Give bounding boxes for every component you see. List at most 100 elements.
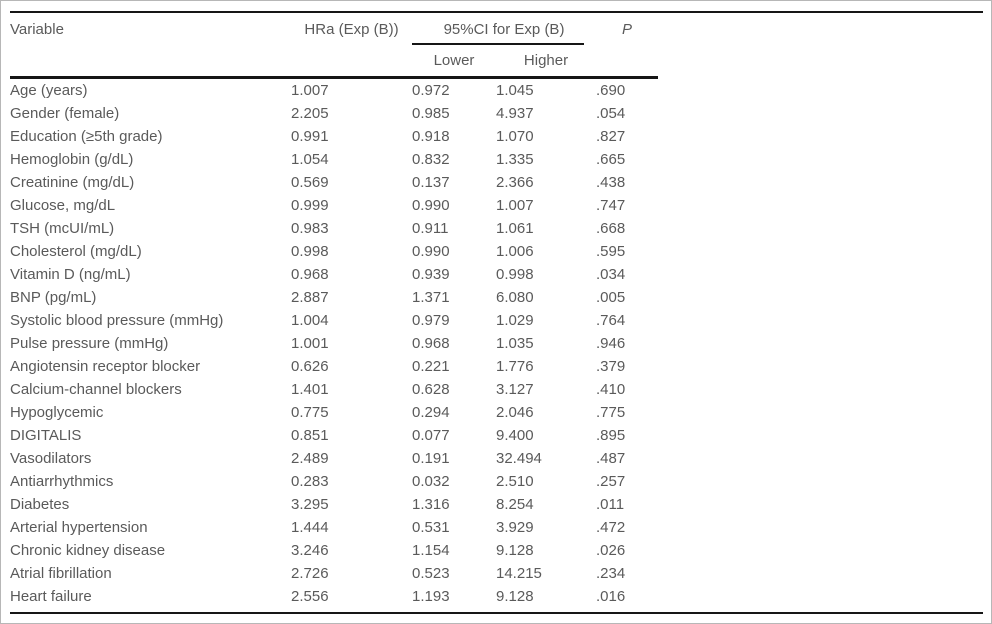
cell-ci-lower: 0.294	[412, 403, 450, 421]
cell-p: .487	[596, 449, 626, 467]
cell-ci-lower: 0.990	[412, 242, 450, 260]
cell-hr: 0.968	[291, 265, 329, 283]
cell-ci-higher: 1.776	[496, 357, 534, 375]
cell-ci-lower: 0.077	[412, 426, 450, 444]
ci-group-underline	[412, 43, 584, 45]
table-container: Variable HRa (Exp (B)) 95%CI for Exp (B)…	[10, 11, 983, 614]
cell-hr: 3.246	[291, 541, 329, 559]
header-spacer	[658, 12, 983, 45]
cell-hr: 2.887	[291, 288, 329, 306]
cell-spacer	[658, 194, 983, 217]
cell-ci-higher: 1.070	[496, 127, 534, 145]
cell-variable: Heart failure	[10, 587, 92, 605]
table-row: Atrial fibrillation 2.726 0.523 14.215 .…	[10, 562, 983, 585]
cell-p: .005	[596, 288, 626, 306]
cell-spacer	[658, 378, 983, 401]
cell-spacer	[658, 102, 983, 125]
cell-p: .595	[596, 242, 626, 260]
cell-p: .016	[596, 587, 626, 605]
cell-p: .054	[596, 104, 626, 122]
table-row: Heart failure 2.556 1.193 9.128 .016	[10, 585, 983, 613]
cell-hr: 0.569	[291, 173, 329, 191]
cell-ci-higher: 1.061	[496, 219, 534, 237]
cell-variable: Hemoglobin (g/dL)	[10, 150, 134, 168]
cell-ci-higher: 1.029	[496, 311, 534, 329]
cell-hr: 0.999	[291, 196, 329, 214]
cell-ci-lower: 0.191	[412, 449, 450, 467]
cell-ci-higher: 3.929	[496, 518, 534, 536]
cell-p: .026	[596, 541, 626, 559]
results-table: Variable HRa (Exp (B)) 95%CI for Exp (B)…	[10, 11, 983, 614]
cell-spacer	[658, 286, 983, 309]
cell-ci-higher: 3.127	[496, 380, 534, 398]
cell-variable: Vitamin D (ng/mL)	[10, 265, 131, 283]
table-row: Cholesterol (mg/dL) 0.998 0.990 1.006 .5…	[10, 240, 983, 263]
table-row: Hemoglobin (g/dL) 1.054 0.832 1.335 .665	[10, 148, 983, 171]
cell-hr: 2.205	[291, 104, 329, 122]
cell-ci-lower: 0.032	[412, 472, 450, 490]
cell-spacer	[658, 355, 983, 378]
table-row: Vitamin D (ng/mL) 0.968 0.939 0.998 .034	[10, 263, 983, 286]
cell-ci-higher: 1.007	[496, 196, 534, 214]
cell-hr: 1.444	[291, 518, 329, 536]
cell-ci-lower: 0.979	[412, 311, 450, 329]
cell-ci-higher: 32.494	[496, 449, 542, 467]
table-row: Glucose, mg/dL 0.999 0.990 1.007 .747	[10, 194, 983, 217]
cell-spacer	[658, 125, 983, 148]
table-body: Age (years) 1.007 0.972 1.045 .690 Gende…	[10, 77, 983, 613]
cell-hr: 2.489	[291, 449, 329, 467]
cell-hr: 3.295	[291, 495, 329, 513]
table-row: TSH (mcUI/mL) 0.983 0.911 1.061 .668	[10, 217, 983, 240]
cell-variable: Arterial hypertension	[10, 518, 148, 536]
cell-hr: 2.556	[291, 587, 329, 605]
subheader-spacer-right	[658, 45, 983, 77]
col-header-hr: HRa (Exp (B))	[304, 20, 399, 38]
cell-ci-higher: 9.128	[496, 541, 534, 559]
cell-p: .257	[596, 472, 626, 490]
cell-variable: DIGITALIS	[10, 426, 82, 444]
cell-p: .379	[596, 357, 626, 375]
cell-p: .775	[596, 403, 626, 421]
cell-p: .895	[596, 426, 626, 444]
subheader-spacer-p	[596, 45, 658, 79]
cell-variable: Chronic kidney disease	[10, 541, 166, 559]
cell-spacer	[658, 263, 983, 286]
cell-ci-lower: 0.221	[412, 357, 450, 375]
cell-hr: 0.998	[291, 242, 329, 260]
cell-spacer	[658, 77, 983, 102]
cell-variable: Glucose, mg/dL	[10, 196, 116, 214]
ci-group-label: 95%CI for Exp (B)	[443, 20, 565, 38]
cell-variable: Vasodilators	[10, 449, 92, 467]
subheader-spacer-hr	[291, 45, 412, 79]
cell-ci-lower: 0.985	[412, 104, 450, 122]
cell-variable: Creatinine (mg/dL)	[10, 173, 135, 191]
cell-ci-higher: 8.254	[496, 495, 534, 513]
cell-ci-higher: 6.080	[496, 288, 534, 306]
cell-ci-higher: 2.510	[496, 472, 534, 490]
col-header-variable: Variable	[10, 20, 64, 38]
table-row: DIGITALIS 0.851 0.077 9.400 .895	[10, 424, 983, 447]
cell-p: .946	[596, 334, 626, 352]
cell-hr: 0.283	[291, 472, 329, 490]
cell-ci-higher: 4.937	[496, 104, 534, 122]
cell-ci-lower: 1.154	[412, 541, 450, 559]
cell-spacer	[658, 470, 983, 493]
cell-variable: Antiarrhythmics	[10, 472, 114, 490]
cell-hr: 1.007	[291, 81, 329, 99]
table-row: Age (years) 1.007 0.972 1.045 .690	[10, 77, 983, 102]
subheader-spacer-variable	[10, 45, 291, 79]
cell-ci-higher: 2.046	[496, 403, 534, 421]
cell-hr: 0.626	[291, 357, 329, 375]
cell-spacer	[658, 240, 983, 263]
cell-ci-lower: 0.990	[412, 196, 450, 214]
cell-p: .668	[596, 219, 626, 237]
cell-spacer	[658, 447, 983, 470]
cell-ci-higher: 1.335	[496, 150, 534, 168]
cell-variable: Atrial fibrillation	[10, 564, 112, 582]
col-header-ci-higher: Higher	[496, 45, 596, 79]
cell-ci-higher: 1.045	[496, 81, 534, 99]
table-row: Chronic kidney disease 3.246 1.154 9.128…	[10, 539, 983, 562]
cell-ci-lower: 0.832	[412, 150, 450, 168]
cell-ci-higher: 9.128	[496, 587, 534, 605]
table-row: Arterial hypertension 1.444 0.531 3.929 …	[10, 516, 983, 539]
